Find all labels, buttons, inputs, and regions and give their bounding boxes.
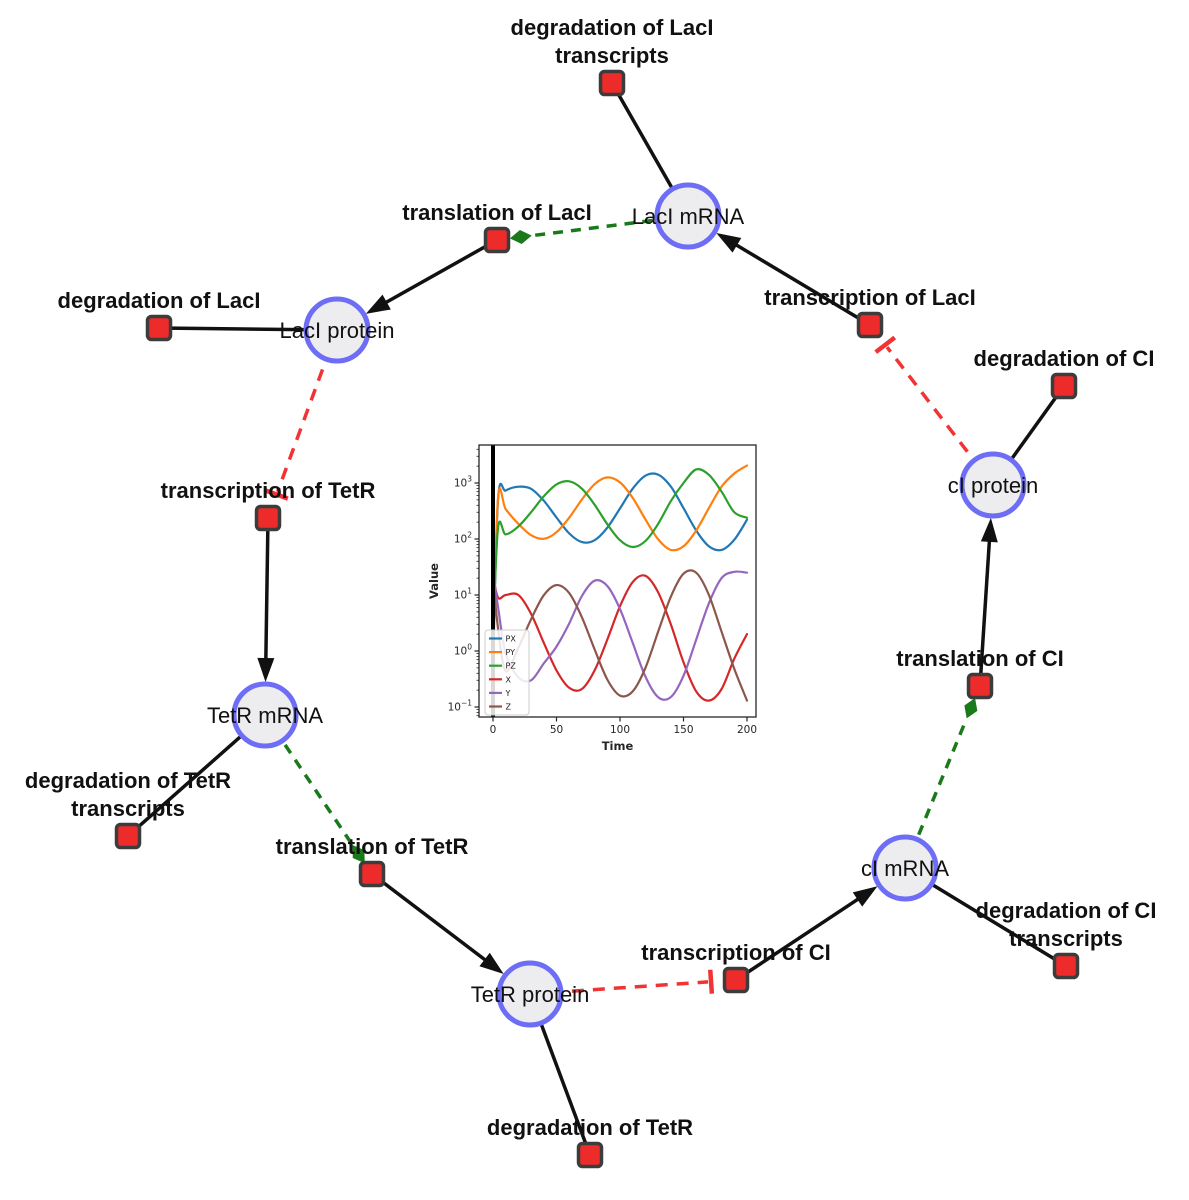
arrowhead [257,657,275,683]
reaction-node-deg-tetr-transcripts[interactable] [114,822,142,850]
x-tick-label: 50 [550,724,563,736]
arrowhead [716,232,742,253]
species-node-tetr-protein[interactable] [496,960,564,1028]
reaction-label-deg-laci-transcripts: transcripts [555,43,669,68]
reaction-label-transcription-laci: transcription of LacI [764,285,975,310]
reaction-label-transcription-tetr: transcription of TetR [161,478,376,503]
series-PZ [491,467,749,636]
edge-transcription-laci-laci-mrna [716,232,871,327]
plot-legend: PX PY PZ XYZ [484,629,530,716]
x-tick-label: 200 [737,724,757,736]
reaction-node-translation-tetr[interactable] [358,860,386,888]
edge-translation-ci-ci-protein [978,517,998,687]
legend-entry-X: X [506,675,512,684]
inhibition-bar [874,335,897,354]
reaction-node-transcription-ci[interactable] [722,966,750,994]
inhibition-bar [707,969,715,994]
arrowhead [479,952,504,975]
legend-entry-PX: PX [506,635,517,644]
x-tick-label: 100 [610,724,630,736]
species-label-tetr-protein: TetR protein [471,982,590,1007]
x-tick-label: 150 [673,724,693,736]
y-tick-label: 10−1 [448,699,473,714]
legend-entry-Y: Y [505,689,511,698]
arrowhead [980,517,998,543]
modifier-diamond [352,844,365,864]
modifier-diamond [509,230,532,244]
series-Y [491,570,749,701]
plot-series [491,464,749,702]
y-axis-label: Value [427,563,441,599]
edge-transcription-ci-ci-mrna [735,886,878,982]
reaction-label-deg-ci: degradation of CI [974,346,1155,371]
reaction-node-deg-laci-transcripts[interactable] [598,69,626,97]
series-PY [491,464,749,653]
plot-axes: 0 50 100 150 200 10−1 100 101 102 103 Time Value [427,448,757,753]
reaction-node-deg-ci-transcripts[interactable] [1052,952,1080,980]
edge-translation-tetr-tetr-protein [370,872,504,975]
reaction-node-translation-laci[interactable] [483,226,511,254]
simulation-plot: 0 50 100 150 20010−1100101102103TimeValuePXP… [427,444,757,753]
reaction-label-transcription-ci: transcription of CI [641,940,830,965]
chart-frame [478,444,757,718]
species-label-ci-protein: cI protein [948,473,1039,498]
arrowhead [852,886,878,907]
edge-translation-laci-laci-protein [365,238,498,314]
reaction-label-translation-laci: translation of LacI [402,200,591,225]
series-X [491,574,749,702]
species-label-ci-mrna: cI mRNA [861,856,949,881]
y-tick-label: 103 [454,475,472,490]
species-label-laci-mrna: LacI mRNA [632,204,745,229]
inhibition-bar [264,488,289,501]
x-axis-label: Time [602,739,634,753]
reaction-node-transcription-laci[interactable] [856,311,884,339]
legend-entry-PZ: PZ [506,662,517,671]
reaction-label-deg-ci-transcripts: transcripts [1009,926,1123,951]
reaction-label-deg-tetr: degradation of TetR [487,1115,693,1140]
species-node-laci-mrna[interactable] [654,182,722,250]
edge-transcription-tetr-tetr-mrna [257,517,275,683]
species-label-laci-protein: LacI protein [280,318,395,343]
reaction-label-translation-tetr: translation of TetR [276,834,469,859]
reaction-label-deg-tetr-transcripts: transcripts [71,796,185,821]
series-PX [491,472,749,669]
legend-entry-Z: Z [506,703,512,712]
reaction-label-translation-ci: translation of CI [896,646,1063,671]
arrowhead [365,294,391,314]
y-tick-label: 101 [454,587,472,602]
species-node-tetr-mrna[interactable] [231,681,299,749]
y-tick-label: 100 [454,643,472,658]
reaction-label-deg-laci: degradation of LacI [58,288,261,313]
modifier-diamond [964,698,978,719]
reaction-label-deg-ci-transcripts: degradation of CI [976,898,1157,923]
reaction-label-deg-laci-transcripts: degradation of LacI [511,15,714,40]
species-node-laci-protein[interactable] [303,296,371,364]
reaction-node-translation-ci[interactable] [966,672,994,700]
reaction-node-deg-ci[interactable] [1050,372,1078,400]
x-tick-label: 0 [490,724,497,736]
reaction-node-deg-tetr[interactable] [576,1141,604,1169]
reaction-node-deg-laci[interactable] [145,314,173,342]
reaction-node-transcription-tetr[interactable] [254,504,282,532]
legend-entry-PY: PY [506,648,516,657]
species-label-tetr-mrna: TetR mRNA [207,703,323,728]
y-tick-label: 102 [454,531,472,546]
labels-layer: degradation of LacI transcripts translatio… [25,15,1157,1140]
reaction-label-deg-tetr-transcripts: degradation of TetR [25,768,231,793]
species-node-ci-mrna[interactable] [871,834,939,902]
species-node-ci-protein[interactable] [959,451,1027,519]
nodes-layer [114,69,1080,1169]
